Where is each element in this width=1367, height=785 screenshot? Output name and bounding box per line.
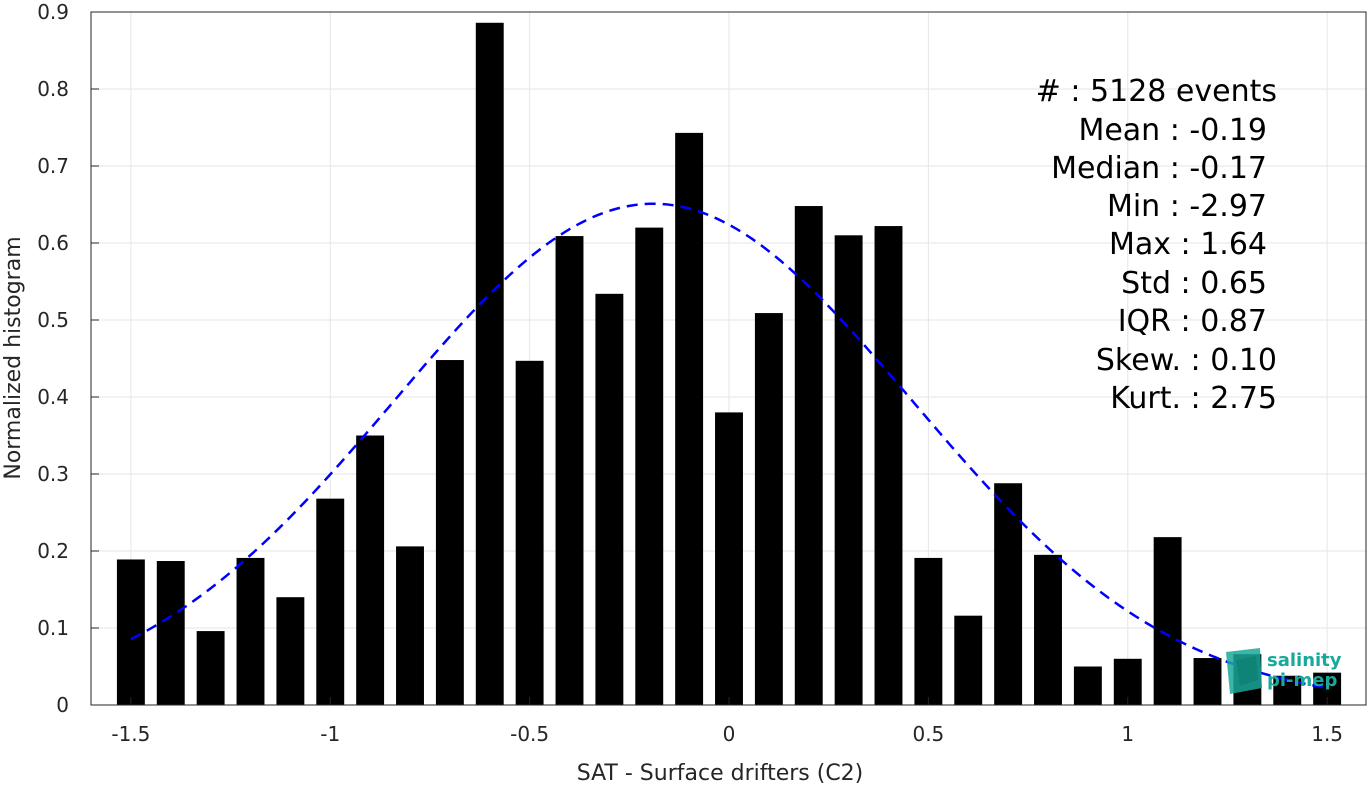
histogram-bar [794,206,823,706]
y-tick-label: 0.4 [37,385,69,409]
histogram-bars [116,22,1342,706]
y-tick-label: 0.2 [37,539,69,563]
stats-line: # : 5128 events [1036,74,1277,109]
y-tick-label: 0.1 [37,616,69,640]
stats-line: Mean : -0.19 [1078,113,1267,148]
logo-cube-shade [1236,656,1258,686]
histogram-bar [396,546,424,705]
stats-line: Min : -2.97 [1107,189,1267,224]
axis-ticks [91,11,1328,706]
histogram-bar [316,498,345,705]
y-tick-label: 0.3 [37,462,69,486]
x-tick-label: 1 [1121,722,1134,746]
x-tick-label: -1 [320,722,340,746]
y-tick-label: 0.7 [37,154,69,178]
histogram-bar [954,615,983,705]
x-axis-title: SAT - Surface drifters (C2) [577,761,864,785]
histogram-bar [1193,658,1222,705]
gaussian-fit-curve [130,202,1328,690]
histogram-bar [555,236,584,705]
stats-line: Skew. : 0.10 [1096,343,1277,378]
histogram-bar [675,132,704,705]
stats-line: Median : -0.17 [1051,151,1267,186]
x-tick-label: -1.5 [111,722,150,746]
y-tick-label: 0 [56,693,69,717]
x-tick-label: 0.5 [912,722,944,746]
histogram-bar [834,235,863,706]
histogram-bar [276,597,305,705]
histogram-bar [435,360,464,705]
histogram-bar [1153,537,1182,705]
stats-line: Std : 0.65 [1121,266,1267,301]
x-tick-label: -0.5 [510,722,549,746]
histogram-bar [914,557,943,705]
x-tick-label: 0 [723,722,736,746]
histogram-bar [715,412,743,705]
x-tick-label: 1.5 [1311,722,1343,746]
histogram-bar [196,631,225,705]
stats-line: IQR : 0.87 [1118,304,1267,339]
salinity-pi-mep-logo: salinity pi-mep [1226,648,1342,694]
y-axis-title: Normalized histogram [1,236,26,479]
histogram-bar [116,559,145,705]
histogram-bar [515,360,544,705]
histogram-bar [1034,554,1062,705]
y-tick-labels: 0 0.1 0.2 0.3 0.4 0.5 0.6 0.7 0.8 0.9 [37,0,69,717]
y-tick-label: 0.9 [37,0,69,24]
histogram-bar [1073,666,1102,705]
histogram-bar [874,226,903,705]
y-tick-label: 0.5 [37,308,69,332]
y-tick-label: 0.8 [37,77,69,101]
stats-line: Kurt. : 2.75 [1110,381,1277,416]
histogram-bar [475,22,504,705]
y-tick-label: 0.6 [37,231,69,255]
histogram-bar [356,435,385,705]
histogram-bar [754,313,783,705]
histogram-bar [994,483,1023,705]
logo-text-salinity: salinity [1267,650,1342,671]
logo-text-pi-mep: pi-mep [1267,670,1337,691]
histogram-bar [156,561,185,705]
histogram-bar [595,293,624,705]
stats-line: Max : 1.64 [1109,227,1267,262]
histogram-bar [635,227,664,705]
x-tick-labels: -1.5 -1 -0.5 0 0.5 1 1.5 [111,722,1343,746]
histogram-bar [236,557,265,705]
